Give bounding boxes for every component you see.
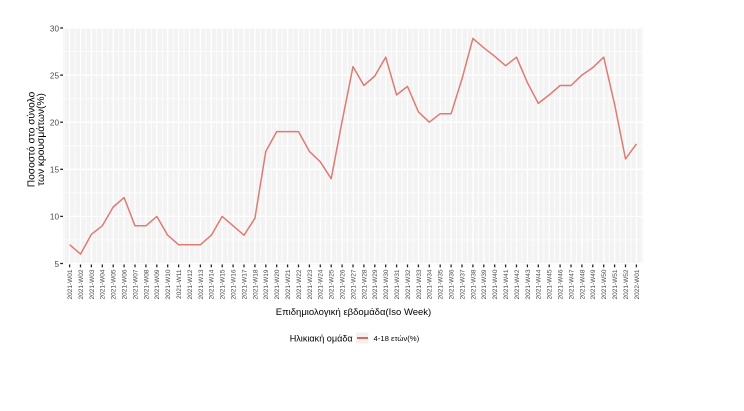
svg-text:2021-W10: 2021-W10 bbox=[165, 269, 172, 299]
svg-text:2021-W41: 2021-W41 bbox=[503, 269, 510, 299]
svg-text:2021-W32: 2021-W32 bbox=[405, 269, 412, 299]
svg-text:2021-W37: 2021-W37 bbox=[459, 269, 466, 299]
svg-text:2021-W19: 2021-W19 bbox=[263, 269, 270, 299]
svg-text:2021-W09: 2021-W09 bbox=[154, 269, 161, 299]
svg-text:2021-W50: 2021-W50 bbox=[601, 269, 608, 299]
svg-text:2021-W51: 2021-W51 bbox=[612, 269, 619, 299]
svg-text:2021-W12: 2021-W12 bbox=[187, 269, 194, 299]
svg-text:2021-W48: 2021-W48 bbox=[579, 269, 586, 299]
svg-text:2021-W18: 2021-W18 bbox=[252, 269, 259, 299]
svg-text:2021-W38: 2021-W38 bbox=[470, 269, 477, 299]
svg-text:2021-W35: 2021-W35 bbox=[438, 269, 445, 299]
svg-text:2021-W24: 2021-W24 bbox=[318, 269, 325, 299]
svg-text:2021-W26: 2021-W26 bbox=[340, 269, 347, 299]
svg-text:2021-W49: 2021-W49 bbox=[590, 269, 597, 299]
svg-text:2021-W11: 2021-W11 bbox=[176, 269, 183, 299]
svg-text:2021-W52: 2021-W52 bbox=[623, 269, 630, 299]
svg-text:15: 15 bbox=[50, 166, 60, 175]
svg-text:2022-W01: 2022-W01 bbox=[634, 269, 641, 299]
svg-text:2021-W04: 2021-W04 bbox=[100, 269, 107, 299]
svg-text:Ηλικιακή ομάδα: Ηλικιακή ομάδα bbox=[290, 333, 353, 343]
svg-text:2021-W15: 2021-W15 bbox=[220, 269, 227, 299]
svg-text:2021-W30: 2021-W30 bbox=[383, 269, 390, 299]
svg-text:10: 10 bbox=[50, 213, 60, 222]
svg-text:2021-W36: 2021-W36 bbox=[449, 269, 456, 299]
svg-text:2021-W46: 2021-W46 bbox=[558, 269, 565, 299]
svg-text:30: 30 bbox=[50, 24, 60, 33]
svg-text:2021-W43: 2021-W43 bbox=[525, 269, 532, 299]
svg-text:2021-W07: 2021-W07 bbox=[132, 269, 139, 299]
svg-text:2021-W34: 2021-W34 bbox=[427, 269, 434, 299]
svg-text:2021-W39: 2021-W39 bbox=[481, 269, 488, 299]
svg-text:2021-W03: 2021-W03 bbox=[89, 269, 96, 299]
svg-text:2021-W25: 2021-W25 bbox=[329, 269, 336, 299]
svg-text:2021-W01: 2021-W01 bbox=[67, 269, 74, 299]
svg-text:2021-W21: 2021-W21 bbox=[285, 269, 292, 299]
svg-text:Ποσοστό στο σύνολο: Ποσοστό στο σύνολο bbox=[26, 91, 38, 187]
svg-text:2021-W05: 2021-W05 bbox=[111, 269, 118, 299]
svg-text:2021-W31: 2021-W31 bbox=[394, 269, 401, 299]
svg-text:των κρουσμάτων(%): των κρουσμάτων(%) bbox=[35, 93, 47, 186]
svg-text:2021-W27: 2021-W27 bbox=[350, 269, 357, 299]
svg-text:2021-W29: 2021-W29 bbox=[372, 269, 379, 299]
svg-text:2021-W40: 2021-W40 bbox=[492, 269, 499, 299]
svg-text:2021-W06: 2021-W06 bbox=[122, 269, 129, 299]
svg-text:4-18 ετών(%): 4-18 ετών(%) bbox=[374, 334, 420, 343]
svg-text:2021-W22: 2021-W22 bbox=[296, 269, 303, 299]
svg-text:2021-W45: 2021-W45 bbox=[547, 269, 554, 299]
svg-text:2021-W08: 2021-W08 bbox=[143, 269, 150, 299]
svg-text:2021-W47: 2021-W47 bbox=[568, 269, 575, 299]
svg-text:2021-W20: 2021-W20 bbox=[274, 269, 281, 299]
svg-text:5: 5 bbox=[54, 260, 59, 269]
svg-text:2021-W13: 2021-W13 bbox=[198, 269, 205, 299]
svg-text:25: 25 bbox=[50, 71, 60, 80]
svg-text:2021-W16: 2021-W16 bbox=[231, 269, 238, 299]
svg-text:2021-W28: 2021-W28 bbox=[361, 269, 368, 299]
svg-text:2021-W14: 2021-W14 bbox=[209, 269, 216, 299]
svg-text:2021-W23: 2021-W23 bbox=[307, 269, 314, 299]
svg-text:Επιδημιολογική εβδομάδα(Iso We: Επιδημιολογική εβδομάδα(Iso Week) bbox=[276, 307, 431, 318]
svg-text:2021-W02: 2021-W02 bbox=[78, 269, 85, 299]
svg-text:20: 20 bbox=[50, 119, 60, 128]
svg-text:2021-W44: 2021-W44 bbox=[536, 269, 543, 299]
svg-text:2021-W33: 2021-W33 bbox=[416, 269, 423, 299]
svg-text:2021-W17: 2021-W17 bbox=[241, 269, 248, 299]
svg-text:2021-W42: 2021-W42 bbox=[514, 269, 521, 299]
